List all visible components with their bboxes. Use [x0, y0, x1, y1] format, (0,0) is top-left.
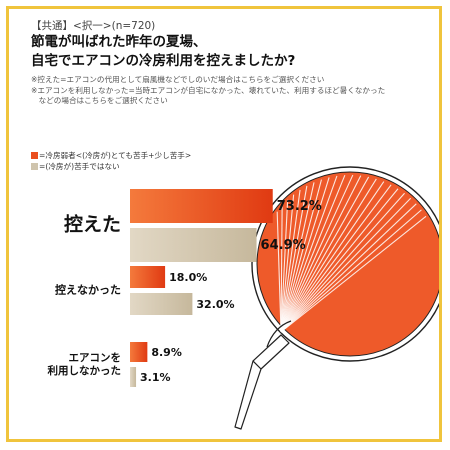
- legend-label: =冷房弱者<(冷房が)とても苦手+少し苦手>: [39, 151, 192, 160]
- legend-swatch: [31, 163, 38, 170]
- fan-rib: [280, 174, 346, 333]
- bar: [130, 342, 148, 362]
- fan-rib: [280, 209, 422, 333]
- data-label: 32.0%: [196, 298, 234, 311]
- fan-rib: [280, 175, 338, 333]
- data-label: 64.9%: [261, 238, 306, 253]
- note-line: ※エアコンを利用しなかった=当時エアコンが自宅になかった、壊れていた、利用するほ…: [31, 85, 386, 95]
- title-line-1: 節電が叫ばれた昨年の夏場、: [31, 34, 207, 50]
- fan-rib: [280, 199, 289, 333]
- fan-rib: [280, 215, 427, 333]
- fan-rib: [280, 177, 330, 333]
- category-label: エアコンを: [69, 352, 122, 364]
- legend-label: =(冷房が)苦手ではない: [39, 162, 120, 171]
- data-label: 18.0%: [169, 271, 207, 284]
- data-label: 8.9%: [151, 346, 182, 359]
- fan-rib: [280, 175, 362, 333]
- fan-rib: [276, 211, 282, 333]
- legend-item: =冷房弱者<(冷房が)とても苦手+少し苦手>: [31, 150, 191, 161]
- fan-rib: [280, 176, 370, 333]
- bar: [130, 266, 166, 288]
- fan-rib: [280, 192, 405, 333]
- chart-area: 73.2% 64.9% 控えた 18.0% 32.0% 控えなかった 8.9% 3.1% エアコ…: [48, 166, 439, 430]
- legend-swatch: [31, 152, 38, 159]
- fan-rib: [280, 179, 322, 333]
- fan-rib: [280, 181, 385, 333]
- fan-rib: [280, 184, 392, 333]
- bar: [130, 189, 273, 223]
- fan-rib: [280, 188, 399, 333]
- data-label: 3.1%: [140, 371, 171, 384]
- fan-rib: [280, 203, 417, 333]
- page-title: 節電が叫ばれた昨年の夏場、 自宅でエアコンの冷房利用を控えましたか?: [31, 33, 295, 71]
- infographic-frame: 73.2% 64.9% 控えた 18.0% 32.0% 控えなかった 8.9% 3.1% エアコ…: [6, 6, 442, 442]
- fan-rib: [280, 174, 354, 333]
- fan-rib: [280, 197, 412, 333]
- bar: [130, 228, 257, 262]
- title-line-2: 自宅でエアコンの冷房利用を控えましたか?: [31, 53, 296, 69]
- fan-rib: [280, 205, 283, 333]
- fan-handle: [234, 334, 290, 430]
- note-line: などの場合はこちらをご選択ください: [31, 96, 168, 106]
- fan-neck: [266, 320, 292, 348]
- fan-rib: [280, 178, 377, 333]
- category-label: 控えなかった: [55, 283, 121, 297]
- legend-item: =(冷房が)苦手ではない: [31, 161, 191, 172]
- category-label: 控えた: [64, 213, 121, 236]
- uchiwa-fan-icon: [234, 166, 439, 430]
- data-label: 73.2%: [277, 199, 322, 214]
- bars: 73.2% 64.9% 控えた 18.0% 32.0% 控えなかった 8.9% 3.1% エアコ…: [48, 189, 322, 387]
- legend: =冷房弱者<(冷房が)とても苦手+少し苦手> =(冷房が)苦手ではない: [31, 150, 191, 172]
- category-label: 利用しなかった: [48, 364, 122, 377]
- fan-rib: [280, 194, 295, 333]
- fan-rib: [280, 182, 315, 333]
- survey-tag: 【共通】<択一>(n=720): [31, 20, 156, 32]
- note-line: ※控えた=エアコンの代用として扇風機などでしのいだ場合はこちらをご選択ください: [31, 75, 325, 84]
- bar: [130, 293, 193, 315]
- fan-rib: [280, 185, 308, 333]
- fan-rib: [280, 189, 301, 333]
- bar: [130, 367, 137, 387]
- notes: ※控えた=エアコンの代用として扇風機などでしのいだ場合はこちらをご選択ください …: [31, 75, 385, 107]
